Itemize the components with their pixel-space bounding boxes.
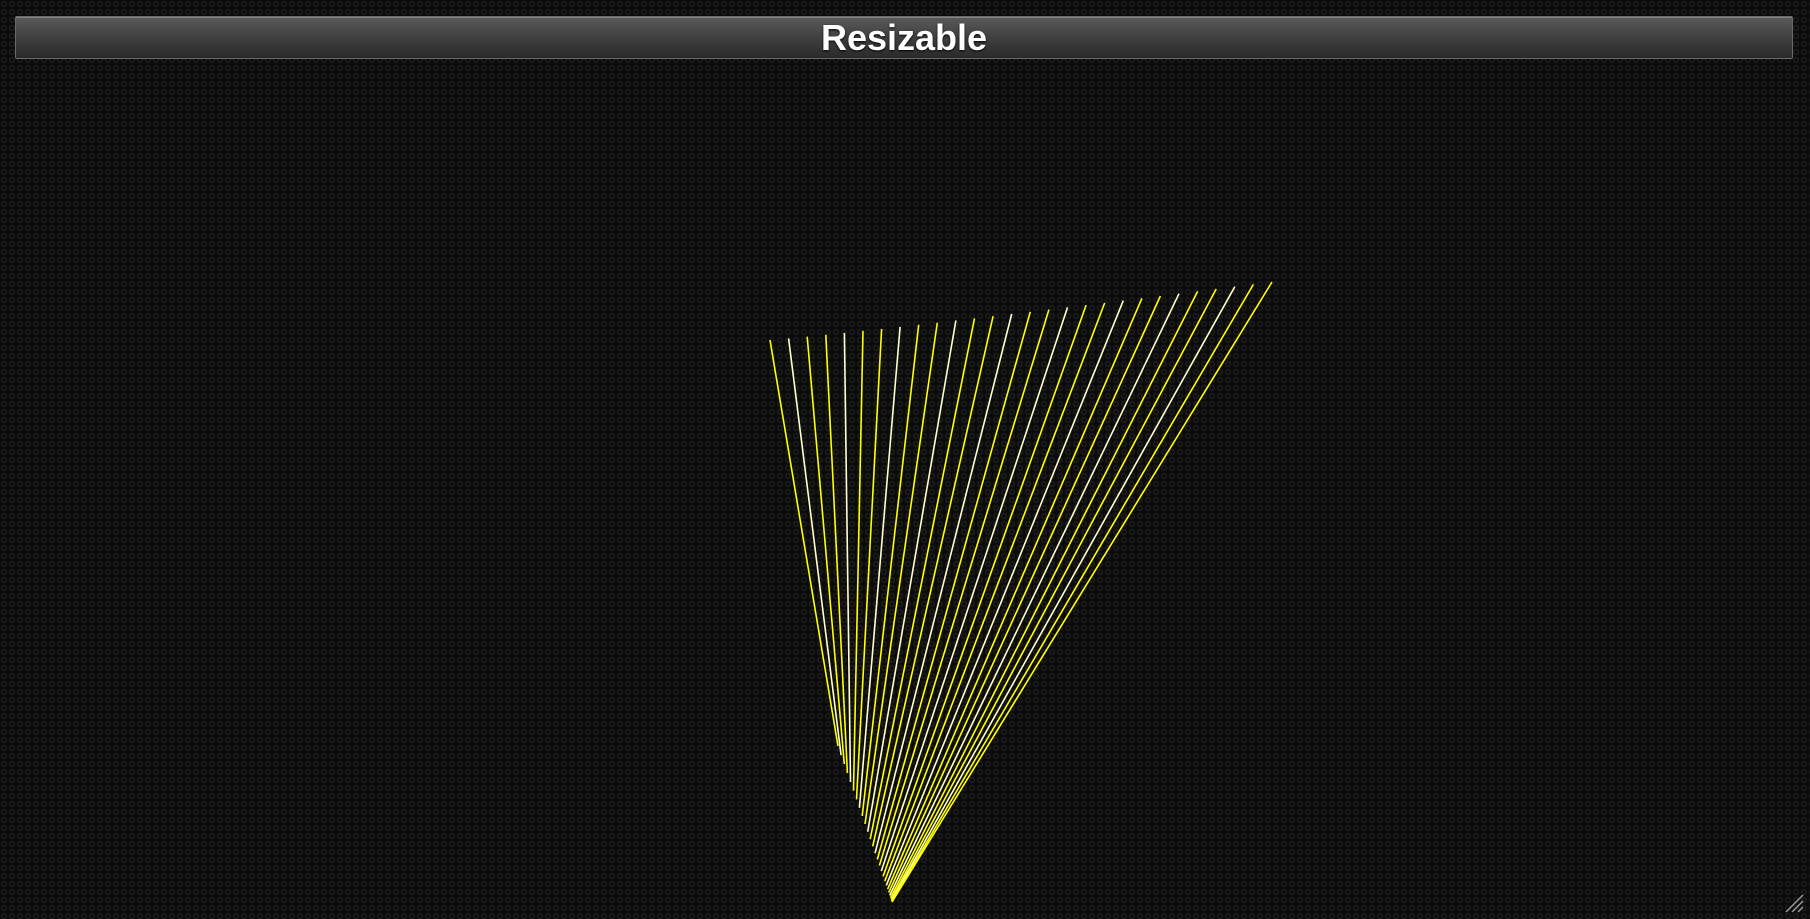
fan-line [884, 302, 1106, 882]
fan-line [866, 320, 957, 832]
fan-line [880, 307, 1069, 872]
fan-line [858, 326, 901, 808]
fan-line [869, 318, 976, 840]
fan-line [891, 283, 1255, 903]
fan-line [888, 293, 1180, 896]
fan-line [887, 295, 1162, 893]
fan-line [886, 297, 1143, 890]
fan-line [825, 334, 849, 774]
fan-line [864, 322, 939, 825]
fan-line [852, 330, 864, 791]
fan-line [885, 300, 1125, 886]
fan-line [769, 339, 839, 747]
fan-line [878, 309, 1050, 866]
panel-title: Resizable [820, 17, 988, 58]
fan-line [889, 291, 1199, 899]
title-bar[interactable]: Resizable [15, 16, 1793, 59]
fan-line [787, 338, 842, 756]
fan-line [861, 324, 920, 817]
drawing-canvas [15, 62, 1793, 912]
fan-line [890, 288, 1217, 900]
fan-line [806, 336, 846, 765]
fan-line [843, 332, 852, 783]
fan-line [876, 311, 1032, 860]
fan-line [891, 281, 1273, 903]
fan-line [874, 313, 1013, 854]
fan-line [882, 304, 1087, 877]
fan-line [890, 286, 1236, 902]
fan-line [855, 328, 883, 800]
fan-drawing [769, 281, 1273, 903]
fan-line [871, 316, 994, 847]
resize-grip-icon[interactable] [1782, 891, 1804, 913]
